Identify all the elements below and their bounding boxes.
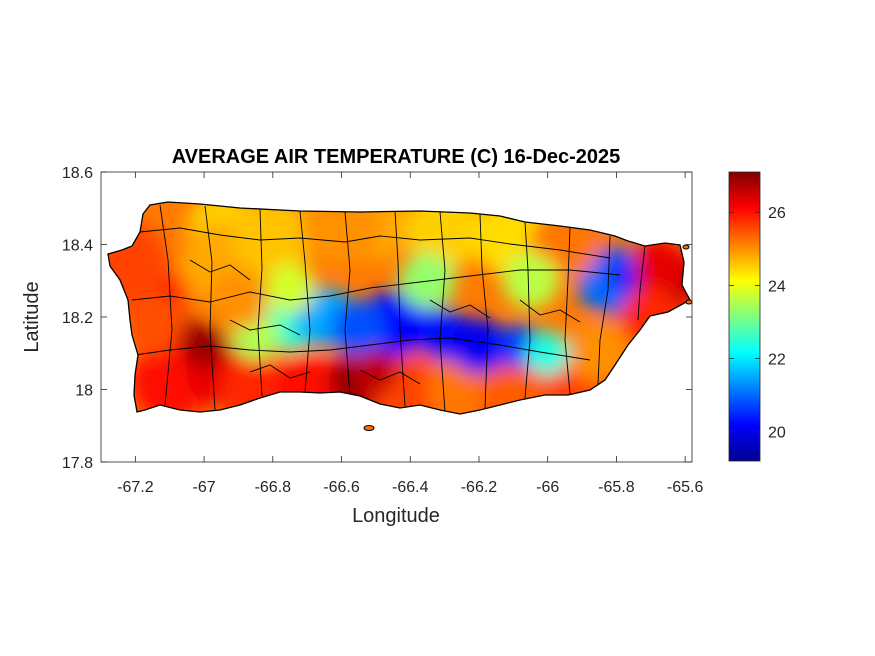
y-axis-label: Latitude: [21, 281, 43, 352]
chart-title: AVERAGE AIR TEMPERATURE (C) 16-Dec-2025: [172, 146, 621, 168]
municipal-border: [394, 210, 406, 407]
y-tick-label: 18.4: [62, 238, 93, 255]
colorbar-tick-label: 24: [768, 278, 786, 295]
municipal-border: [597, 235, 611, 385]
x-tick-label: -67: [193, 479, 216, 496]
municipal-border: [229, 319, 301, 336]
municipal-border: [249, 364, 311, 379]
x-tick-label: -65.6: [667, 479, 704, 496]
y-tick-label: 18.6: [62, 165, 93, 182]
island-coastline: [107, 201, 691, 415]
municipal-border: [189, 259, 251, 281]
colorbar-ticks: 20 22 24 26: [729, 205, 786, 442]
municipal-border: [524, 221, 531, 399]
x-tick-label: -67.2: [117, 479, 154, 496]
municipal-border: [344, 211, 351, 397]
islet: [363, 425, 375, 431]
x-axis-ticks: -67.2 -67 -66.8 -66.6 -66.4 -66.2 -66 -65.8 -65.…: [117, 172, 703, 496]
municipal-border: [359, 369, 421, 385]
colorbar-tick-label: 26: [768, 205, 786, 222]
x-tick-label: -66.6: [323, 479, 360, 496]
y-axis-ticks: 17.8 18 18.2 18.4 18.6: [62, 165, 692, 472]
islet: [685, 299, 693, 305]
colorbar-tick-label: 20: [768, 425, 786, 442]
municipal-border: [139, 227, 611, 259]
municipal-border: [299, 210, 311, 393]
x-tick-label: -66: [536, 479, 559, 496]
municipal-border: [519, 299, 581, 323]
municipal-border: [429, 299, 491, 319]
colorbar-gradient: [728, 171, 761, 462]
x-tick-label: -66.2: [461, 479, 498, 496]
municipal-border: [564, 227, 571, 395]
colorbar: 20 22 24 26: [728, 171, 786, 462]
x-axis-label: Longitude: [352, 505, 440, 527]
colorbar-tick-label: 22: [768, 352, 786, 369]
x-tick-label: -66.8: [255, 479, 292, 496]
municipal-border: [159, 204, 173, 406]
municipal-border: [204, 205, 216, 411]
y-tick-label: 17.8: [62, 455, 93, 472]
offshore-islets: [363, 244, 693, 431]
municipal-borders: [131, 204, 646, 413]
islet: [682, 244, 690, 250]
y-tick-label: 18: [75, 383, 93, 400]
municipal-border: [134, 337, 591, 361]
x-tick-label: -66.4: [392, 479, 429, 496]
municipal-border: [439, 211, 446, 413]
municipal-border: [637, 245, 646, 321]
y-tick-label: 18.2: [62, 310, 93, 327]
municipal-border: [257, 209, 263, 397]
x-tick-label: -65.8: [598, 479, 635, 496]
municipal-border: [479, 213, 489, 409]
